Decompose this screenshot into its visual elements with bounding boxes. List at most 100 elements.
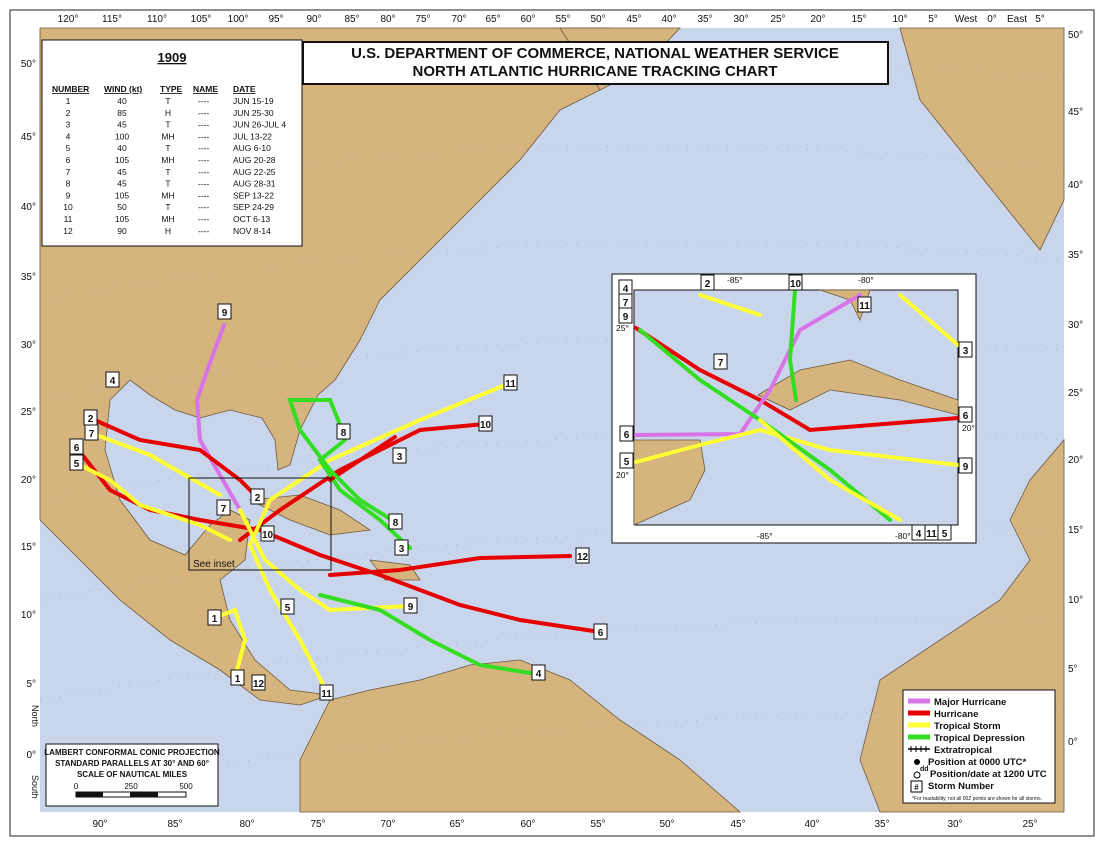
inset-storm-number: 4: [623, 284, 629, 295]
longitude-label: 45°: [730, 819, 745, 830]
table-cell: 100: [115, 131, 129, 141]
inset-storm-number: 7: [623, 298, 629, 309]
latitude-label: 25°: [1068, 388, 1083, 399]
table-cell: JUN 25-30: [233, 108, 274, 118]
longitude-label: 75°: [310, 819, 325, 830]
longitude-label: 60°: [520, 819, 535, 830]
latitude-label: 40°: [1068, 180, 1083, 191]
legend-label: Tropical Storm: [934, 721, 1001, 732]
latitude-label: 10°: [1068, 595, 1083, 606]
longitude-label: 65°: [449, 819, 464, 830]
latitude-label: 45°: [1068, 107, 1083, 118]
storm-number-box: [250, 488, 265, 505]
europe: [899, 27, 1065, 251]
table-cell: H: [165, 226, 171, 236]
title: U.S. DEPARTMENT OF COMMERCE, NATIONAL WE…: [351, 45, 839, 62]
storm-number: 4: [536, 669, 542, 680]
table-cell: ----: [198, 226, 209, 236]
inset-storm-number-box: [958, 341, 973, 358]
table-cell: T: [165, 202, 170, 212]
table-cell: ----: [198, 143, 209, 153]
inset-coordinate: -80°: [895, 531, 911, 541]
longitude-label: 110°: [147, 14, 167, 25]
storm-number: 5: [285, 603, 291, 614]
inset-coordinate: -85°: [757, 531, 773, 541]
inset-storm-number: 9: [623, 312, 629, 323]
longitude-label: 5°: [1035, 14, 1045, 25]
longitude-label: 60°: [520, 14, 535, 25]
longitude-label: 80°: [380, 14, 395, 25]
storm-number: 6: [598, 628, 604, 639]
table-cell: T: [165, 143, 170, 153]
table-cell: AUG 6-10: [233, 143, 271, 153]
storm-number-box: [593, 623, 608, 640]
legend-label: Major Hurricane: [934, 697, 1006, 708]
table-cell: 105: [115, 155, 129, 165]
inset-storm-number: 2: [705, 279, 711, 290]
storm-number-box: [392, 447, 407, 464]
table-cell: 45: [117, 179, 127, 189]
table-cell: T: [165, 179, 170, 189]
longitude-label: 20°: [810, 14, 825, 25]
inset-outline: [188, 477, 332, 571]
table-cell: 6: [66, 155, 71, 165]
inset-storm-number-box: [958, 406, 973, 423]
storm-number-box: [531, 664, 546, 681]
inset-storm-number: 5: [942, 529, 948, 540]
table-cell: ----: [198, 202, 209, 212]
table-cell: NOV 8-14: [233, 226, 271, 236]
inset-storm-number: 5: [624, 457, 630, 468]
inset-storm-number-box: [857, 296, 872, 313]
storm-number-box: [217, 303, 232, 320]
table-cell: 105: [115, 214, 129, 224]
longitude-label: 50°: [659, 819, 674, 830]
legend-footnote: *For readability, not all 00Z points are…: [912, 796, 1042, 802]
table-cell: AUG 20-28: [233, 155, 276, 165]
storm-number-box: [388, 513, 403, 530]
latitude-label: 35°: [1068, 250, 1083, 261]
scale-label: 500: [179, 782, 193, 791]
inset-coordinate: -85°: [727, 275, 743, 285]
storm-number: 2: [88, 414, 94, 425]
table-header: NUMBER: [52, 84, 89, 94]
longitude-label: 40°: [661, 14, 676, 25]
longitude-label: 65°: [485, 14, 500, 25]
table-cell: AUG 28-31: [233, 179, 276, 189]
table-cell: 45: [117, 120, 127, 130]
legend-label: Tropical Depression: [934, 733, 1025, 744]
longitude-label: 15°: [851, 14, 866, 25]
longitude-label: 30°: [947, 819, 962, 830]
table-cell: 50: [117, 202, 127, 212]
longitude-label: 35°: [697, 14, 712, 25]
storm-number-box: [319, 684, 334, 701]
table-cell: 105: [115, 190, 129, 200]
legend-label: Hurricane: [934, 709, 978, 720]
longitude-label: 25°: [1022, 819, 1037, 830]
table-cell: ----: [198, 155, 209, 165]
storm-number-box: [403, 597, 418, 614]
storm-number: 12: [253, 679, 265, 690]
table-cell: ----: [198, 96, 209, 106]
table-cell: 3: [66, 120, 71, 130]
storm-number: 5: [74, 459, 80, 470]
inset-storm-number-box: [619, 452, 634, 469]
storm-number-box: [336, 423, 351, 440]
legend-marker-label: Storm Number: [928, 781, 994, 792]
inset-storm-number-box: [788, 274, 803, 291]
table-cell: ----: [198, 131, 209, 141]
inset-storm-number: 11: [926, 529, 937, 540]
latitude-label: 10°: [21, 610, 36, 621]
longitude-label: 95°: [268, 14, 283, 25]
longitude-label: 100°: [228, 14, 249, 25]
storm-number-box: [260, 525, 275, 542]
storm-number-box: [69, 438, 84, 455]
longitude-label: West: [955, 14, 978, 25]
inset-storm-number-box: [618, 307, 633, 324]
table-cell: 7: [66, 167, 71, 177]
legend-marker-label: Position/date at 1200 UTC: [930, 769, 1047, 780]
longitude-label: 70°: [451, 14, 466, 25]
storm-number: 8: [393, 518, 399, 529]
storm-number: 11: [321, 689, 332, 700]
